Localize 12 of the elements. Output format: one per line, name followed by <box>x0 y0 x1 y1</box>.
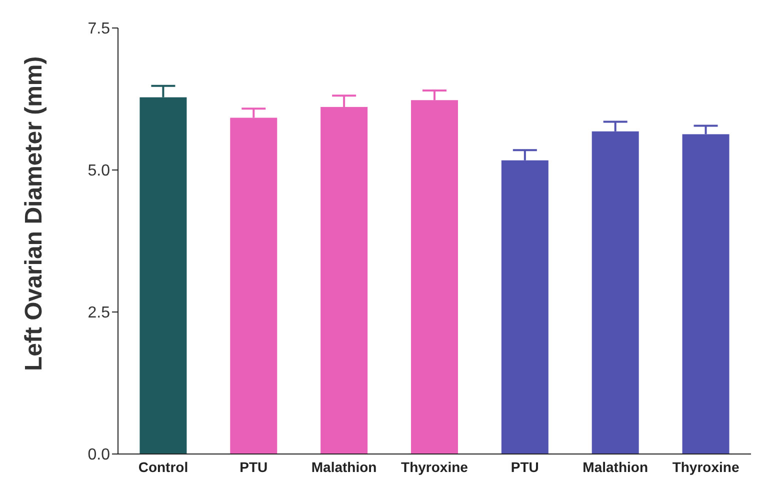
y-tick-label: 2.5 <box>88 304 110 322</box>
x-tick-label: Malathion <box>311 458 377 475</box>
x-tick-label: PTU <box>510 458 539 475</box>
x-tick-label: Thyroxine <box>401 458 468 475</box>
y-tick-label: 0.0 <box>88 446 110 464</box>
y-tick-label: 7.5 <box>88 20 110 38</box>
y-axis-title: Left Ovarian Diameter (mm) <box>20 56 48 371</box>
y-tick-label: 5.0 <box>88 162 110 180</box>
x-tick-label: Control <box>138 458 188 475</box>
x-tick-label: Thyroxine <box>672 458 740 475</box>
x-tick-label: Malathion <box>582 458 648 475</box>
x-tick-label: PTU <box>240 458 268 475</box>
